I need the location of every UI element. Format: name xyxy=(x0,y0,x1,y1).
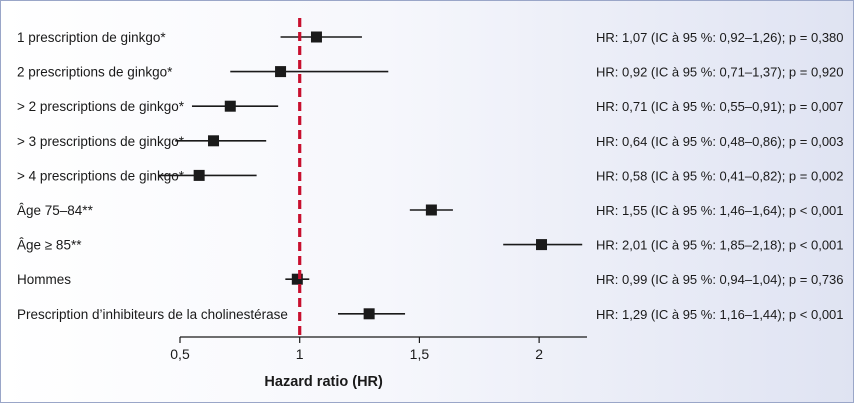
forest-row: Prescription d’inhibiteurs de la choline… xyxy=(17,307,844,322)
forest-row: > 2 prescriptions de ginkgo* HR: 0,71 (IC… xyxy=(17,99,844,114)
row-label: 2 prescriptions de ginkgo* xyxy=(17,65,173,80)
hazard-ratio-marker xyxy=(425,204,437,216)
forest-row: 1 prescription de ginkgo* HR: 1,07 (IC à … xyxy=(17,30,844,45)
row-label: Âge ≥ 85** xyxy=(17,238,82,253)
row-result-text: HR: 2,01 (IC à 95 %: 1,85–2,18); p < 0,0… xyxy=(596,238,844,253)
forest-row: Âge ≥ 85** HR: 2,01 (IC à 95 %: 1,85–2,18… xyxy=(17,238,844,253)
row-label: Prescription d’inhibiteurs de la choline… xyxy=(17,307,288,322)
hazard-ratio-marker xyxy=(224,100,236,112)
forest-row: 2 prescriptions de ginkgo* HR: 0,92 (IC à… xyxy=(17,65,844,80)
x-tick-label: 0,5 xyxy=(170,346,190,362)
row-label: > 3 prescriptions de ginkgo* xyxy=(17,134,185,149)
row-result-text: HR: 0,64 (IC à 95 %: 0,48–0,86); p = 0,0… xyxy=(596,134,844,149)
row-label: Hommes xyxy=(17,272,71,287)
row-label: Âge 75–84** xyxy=(17,203,94,218)
x-tick-label: 1 xyxy=(296,346,304,362)
hazard-ratio-marker xyxy=(363,308,375,320)
row-result-text: HR: 1,29 (IC à 95 %: 1,16–1,44); p < 0,0… xyxy=(596,307,844,322)
hazard-ratio-marker xyxy=(310,31,322,43)
row-result-text: HR: 0,71 (IC à 95 %: 0,55–0,91); p = 0,0… xyxy=(596,99,844,114)
forest-row: > 4 prescriptions de ginkgo* HR: 0,58 (IC… xyxy=(17,168,844,183)
forest-row: Hommes HR: 0,99 (IC à 95 %: 0,94–1,04); p… xyxy=(17,272,844,287)
row-label: > 2 prescriptions de ginkgo* xyxy=(17,99,185,114)
rows-layer: 1 prescription de ginkgo* HR: 1,07 (IC à … xyxy=(17,30,844,322)
row-result-text: HR: 1,55 (IC à 95 %: 1,46–1,64); p < 0,0… xyxy=(596,203,844,218)
row-label: > 4 prescriptions de ginkgo* xyxy=(17,168,185,183)
forest-row: Âge 75–84** HR: 1,55 (IC à 95 %: 1,46–1,6… xyxy=(17,203,844,218)
hazard-ratio-marker xyxy=(193,169,205,181)
x-tick-label: 1,5 xyxy=(410,346,430,362)
row-result-text: HR: 0,58 (IC à 95 %: 0,41–0,82); p = 0,0… xyxy=(596,168,844,183)
hazard-ratio-marker xyxy=(291,273,303,285)
row-result-text: HR: 0,99 (IC à 95 %: 0,94–1,04); p = 0,7… xyxy=(596,272,844,287)
hazard-ratio-marker xyxy=(536,239,548,251)
x-tick-label: 2 xyxy=(535,346,543,362)
row-label: 1 prescription de ginkgo* xyxy=(17,30,166,45)
x-axis-label: Hazard ratio (HR) xyxy=(264,374,383,390)
hazard-ratio-marker xyxy=(208,135,220,147)
row-result-text: HR: 1,07 (IC à 95 %: 0,92–1,26); p = 0,3… xyxy=(596,30,844,45)
x-axis: 0,5 1 1,5 2 xyxy=(170,336,587,362)
row-result-text: HR: 0,92 (IC à 95 %: 0,71–1,37); p = 0,9… xyxy=(596,65,844,80)
hazard-ratio-marker xyxy=(275,66,287,78)
forest-row: > 3 prescriptions de ginkgo* HR: 0,64 (IC… xyxy=(17,134,844,149)
